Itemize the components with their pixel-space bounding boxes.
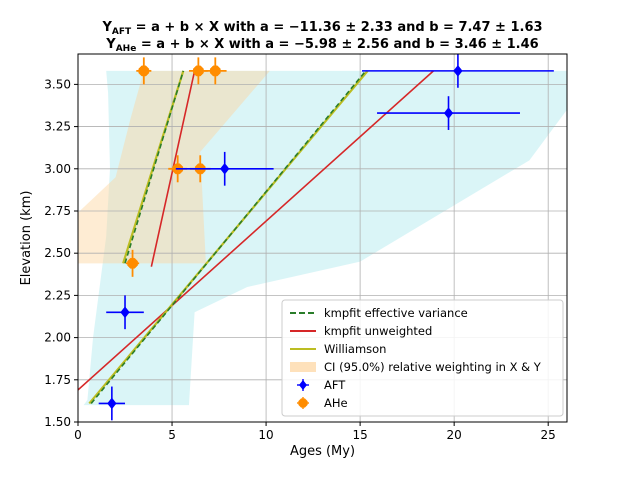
title-subscript: AFT xyxy=(112,27,132,37)
y-tick-label: 1.50 xyxy=(44,415,71,429)
legend-label: AFT xyxy=(324,378,346,392)
legend-label: AHe xyxy=(324,396,348,410)
ahe-point xyxy=(209,65,221,77)
y-tick-label: 2.00 xyxy=(44,331,71,345)
title-equation: = a + b × X with a = −11.36 ± 2.33 and b… xyxy=(131,20,542,35)
legend-box xyxy=(281,299,564,417)
ci-band-aft xyxy=(83,70,567,406)
legend: kmpfit effective variance kmpfit unweight… xyxy=(281,299,564,417)
williamson-line xyxy=(88,70,369,405)
williamson-line xyxy=(122,70,185,264)
axes-frame xyxy=(77,53,568,423)
x-tick-label: 0 xyxy=(74,428,82,442)
chart-title-line: YAFT = a + b × X with a = −11.36 ± 2.33 … xyxy=(101,20,542,37)
title-y-symbol: Y xyxy=(105,37,116,52)
chart-title-line: YAHe = a + b × X with a = −5.98 ± 2.56 a… xyxy=(105,37,538,54)
y-tick-label: 2.25 xyxy=(44,288,71,302)
legend-swatch-ahe xyxy=(298,398,308,408)
kmpfit-unweighted-line xyxy=(78,70,434,391)
ahe-point xyxy=(138,65,150,77)
x-tick-label: 5 xyxy=(168,428,176,442)
x-tick-label: 20 xyxy=(447,428,462,442)
aft-point xyxy=(219,162,230,175)
legend-label: CI (95.0%) relative weighting in X & Y xyxy=(324,360,542,374)
y-axis-label: Elevation (km) xyxy=(19,191,34,286)
title-equation: = a + b × X with a = −5.98 ± 2.56 and b … xyxy=(136,37,538,52)
kmpfit-effective-line xyxy=(124,70,185,264)
x-tick-label: 25 xyxy=(541,428,556,442)
title-subscript: AHe xyxy=(116,44,137,54)
title-y-symbol: Y xyxy=(101,20,112,35)
x-tick-label: 15 xyxy=(352,428,367,442)
aft-point xyxy=(120,306,130,319)
y-tick-label: 3.50 xyxy=(44,77,71,91)
y-tick-label: 3.25 xyxy=(44,120,71,134)
legend-label: Williamson xyxy=(324,342,386,356)
y-tick-label: 3.00 xyxy=(44,162,71,176)
ahe-point xyxy=(193,65,204,77)
y-tick-label: 1.75 xyxy=(44,373,71,387)
aft-point xyxy=(107,397,117,410)
x-axis-label: Ages (My) xyxy=(290,444,355,459)
y-tick-label: 2.50 xyxy=(44,246,71,260)
y-tick-label: 2.75 xyxy=(44,204,71,218)
legend-label: kmpfit effective variance xyxy=(324,306,468,320)
ahe-point xyxy=(127,257,138,269)
aft-point xyxy=(443,107,454,119)
aft-point xyxy=(453,64,463,77)
legend-swatch-ci xyxy=(290,362,316,372)
x-tick-label: 10 xyxy=(258,428,273,442)
legend-swatch-aft xyxy=(299,380,307,390)
legend-label: kmpfit unweighted xyxy=(324,324,432,338)
